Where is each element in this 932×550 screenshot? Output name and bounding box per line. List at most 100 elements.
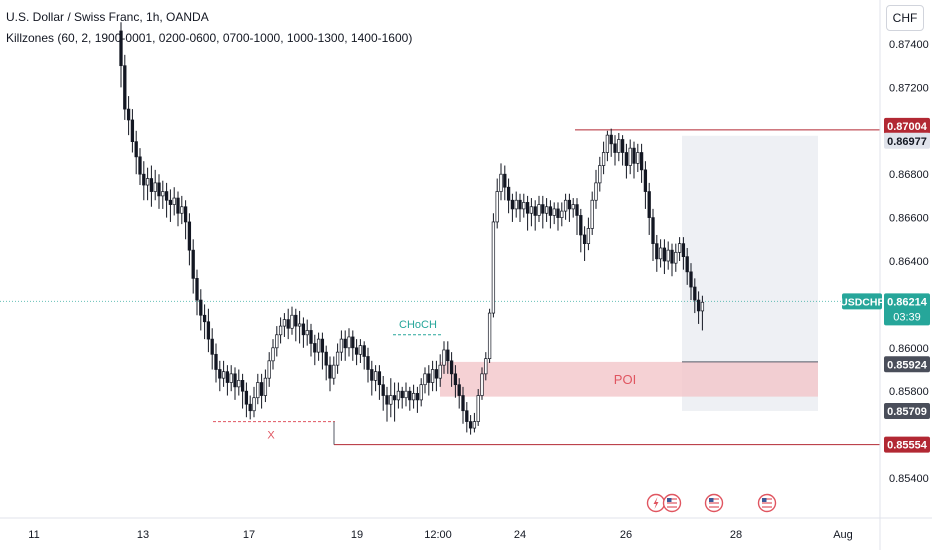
candle-body xyxy=(647,191,651,218)
candle xyxy=(617,132,621,162)
candle xyxy=(256,373,260,405)
candle xyxy=(423,367,427,394)
candle xyxy=(221,360,226,387)
candle xyxy=(560,202,564,227)
candle-body xyxy=(620,139,625,153)
candle-body xyxy=(491,221,496,314)
y-tick-label: 0.86800 xyxy=(889,169,929,181)
candle xyxy=(681,237,686,270)
candle xyxy=(449,352,454,387)
y-tick-label: 0.85400 xyxy=(889,473,929,485)
candle-body xyxy=(457,384,461,396)
candle xyxy=(267,352,271,387)
symbol-tag[interactable]: USDCHF xyxy=(840,293,884,310)
event-lightning-icon[interactable] xyxy=(646,493,666,513)
y-tick-label: 0.87200 xyxy=(889,82,929,94)
price-tag[interactable]: 0.85554 xyxy=(884,436,930,453)
candle xyxy=(191,239,195,294)
price-tag-bg xyxy=(884,402,930,419)
x-tick-label: 19 xyxy=(351,529,363,541)
candle-body xyxy=(191,249,195,279)
price-tag[interactable]: 0.86214 03:39 xyxy=(884,293,930,326)
candle-body xyxy=(309,330,313,344)
candle xyxy=(145,167,150,201)
candle xyxy=(484,352,488,381)
candle-body xyxy=(400,390,404,399)
price-tag-value: 0.87004 xyxy=(887,121,928,133)
candle-body xyxy=(195,278,199,301)
candle-body xyxy=(605,134,610,153)
price-tag-bg xyxy=(884,132,930,149)
candle-body xyxy=(161,191,165,197)
candle xyxy=(408,386,412,411)
currency-button[interactable]: CHF xyxy=(886,5,924,31)
candle xyxy=(670,243,674,277)
candle-body xyxy=(571,204,575,210)
candle-body xyxy=(362,345,366,357)
candle xyxy=(506,178,511,214)
event-flag-icon[interactable] xyxy=(704,493,724,513)
candle-body xyxy=(149,178,154,192)
candle xyxy=(594,169,598,209)
candle-body xyxy=(696,299,701,312)
candle xyxy=(556,202,560,231)
candle-body xyxy=(214,353,218,370)
candle xyxy=(233,367,237,400)
candle xyxy=(157,174,161,209)
candle xyxy=(347,328,351,357)
candle xyxy=(457,378,461,409)
candle xyxy=(693,278,697,314)
price-tag[interactable]: 0.86977 xyxy=(884,132,930,149)
candle xyxy=(377,365,382,400)
candle-body xyxy=(373,371,378,381)
event-flag-icon[interactable] xyxy=(757,493,777,513)
candle-body xyxy=(415,393,420,401)
candle xyxy=(130,109,135,153)
candle xyxy=(537,195,541,222)
candle-body xyxy=(609,134,613,145)
event-flag-icon[interactable] xyxy=(662,493,682,513)
candle xyxy=(499,163,503,201)
candle-body xyxy=(259,382,264,396)
candle-body xyxy=(275,334,279,349)
candle xyxy=(465,402,469,433)
candle xyxy=(590,191,594,235)
candle-body xyxy=(430,369,435,383)
candle-body xyxy=(164,191,169,201)
price-tag[interactable]: 0.85709 xyxy=(884,402,930,419)
candle xyxy=(358,339,363,363)
candle xyxy=(202,304,207,340)
candle-body xyxy=(632,147,636,164)
candle xyxy=(674,243,678,272)
candle xyxy=(461,386,465,424)
candle xyxy=(575,198,579,235)
candle xyxy=(206,308,211,353)
candle-body xyxy=(313,343,317,353)
candle-body xyxy=(674,251,678,264)
candle xyxy=(518,193,522,222)
candle-body xyxy=(297,323,302,327)
candle-body xyxy=(252,397,256,412)
candle-body xyxy=(567,199,572,210)
candle xyxy=(343,330,347,361)
candle-body xyxy=(434,369,439,379)
price-tag[interactable]: 0.85924 xyxy=(884,356,930,373)
candle xyxy=(237,369,241,396)
candle-body xyxy=(263,377,268,396)
candle-body xyxy=(343,338,347,349)
price-tag[interactable]: 0.87004 xyxy=(884,117,930,134)
candle-body xyxy=(396,390,401,401)
candle-body xyxy=(347,336,351,349)
candle-body xyxy=(332,364,336,379)
candle xyxy=(632,141,636,179)
candle-body xyxy=(658,247,663,260)
candle-body xyxy=(643,169,648,192)
candle-body xyxy=(404,390,408,399)
indicator-legend[interactable]: Killzones (60, 2, 1900-0001, 0200-0600, … xyxy=(6,31,413,45)
price-tag-value: 0.85924 xyxy=(887,359,928,371)
candle-body xyxy=(472,421,477,429)
event-markers xyxy=(646,493,777,513)
candle xyxy=(427,365,431,396)
candle-body xyxy=(370,369,374,381)
